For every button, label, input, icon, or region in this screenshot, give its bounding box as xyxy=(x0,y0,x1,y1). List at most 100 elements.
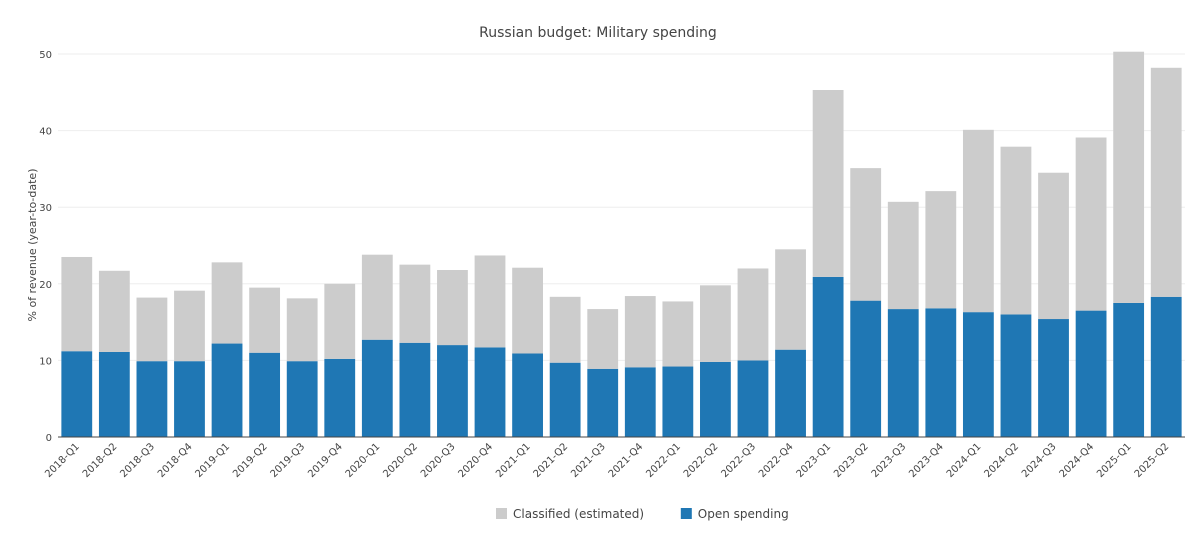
x-tick-label: 2022-Q1 xyxy=(644,441,683,480)
x-tick-label: 2023-Q3 xyxy=(870,441,909,480)
bar-open-spending-2020-Q4 xyxy=(474,347,506,437)
x-tick-label: 2023-Q1 xyxy=(795,441,834,480)
x-tick-label: 2021-Q4 xyxy=(607,441,646,480)
legend-swatch xyxy=(680,508,692,519)
x-tick-label: 2022-Q4 xyxy=(757,441,796,480)
bar-classified-estimated-2023-Q3 xyxy=(887,201,919,310)
bar-classified-estimated-2023-Q4 xyxy=(925,191,957,309)
x-tick-label: 2020-Q4 xyxy=(456,441,495,480)
x-tick-label: 2018-Q3 xyxy=(118,441,157,480)
bar-open-spending-2022-Q3 xyxy=(737,360,769,437)
bar-classified-estimated-2021-Q2 xyxy=(549,296,581,363)
bar-classified-estimated-2024-Q4 xyxy=(1075,137,1107,311)
bar-classified-estimated-2018-Q2 xyxy=(98,270,130,352)
x-tick-label: 2025-Q2 xyxy=(1133,441,1172,480)
bar-classified-estimated-2022-Q1 xyxy=(662,301,694,367)
bar-classified-estimated-2019-Q3 xyxy=(286,298,318,362)
bar-classified-estimated-2025-Q2 xyxy=(1150,67,1182,297)
bar-classified-estimated-2020-Q4 xyxy=(474,255,506,348)
bar-open-spending-2025-Q2 xyxy=(1150,296,1182,437)
bar-open-spending-2023-Q3 xyxy=(887,309,919,437)
bar-classified-estimated-2021-Q4 xyxy=(624,296,656,368)
x-tick-label: 2018-Q1 xyxy=(43,441,82,480)
bar-open-spending-2019-Q1 xyxy=(211,343,243,437)
bar-open-spending-2022-Q2 xyxy=(700,361,731,437)
bar-open-spending-2018-Q1 xyxy=(61,351,93,437)
bar-classified-estimated-2019-Q1 xyxy=(211,262,243,344)
x-tick-label: 2022-Q3 xyxy=(719,441,758,480)
x-tick-label: 2024-Q3 xyxy=(1020,441,1059,480)
bar-open-spending-2020-Q3 xyxy=(437,345,468,437)
bar-classified-estimated-2018-Q4 xyxy=(174,290,205,362)
x-tick-label: 2019-Q2 xyxy=(231,441,270,480)
x-tick-label: 2022-Q2 xyxy=(682,441,721,480)
x-tick-label: 2020-Q1 xyxy=(344,441,383,480)
x-tick-label: 2019-Q1 xyxy=(194,441,233,480)
y-tick-label: 0 xyxy=(46,433,52,444)
bar-open-spending-2018-Q4 xyxy=(174,361,205,437)
bar-open-spending-2022-Q1 xyxy=(662,366,694,437)
x-tick-label: 2021-Q2 xyxy=(532,441,571,480)
legend-label: Classified (estimated) xyxy=(513,507,644,521)
bar-classified-estimated-2019-Q2 xyxy=(249,287,281,353)
bar-classified-estimated-2024-Q2 xyxy=(1000,146,1032,315)
legend-label: Open spending xyxy=(698,507,789,521)
bar-open-spending-2025-Q1 xyxy=(1113,302,1145,437)
bar-open-spending-2024-Q1 xyxy=(962,312,994,437)
bar-open-spending-2018-Q3 xyxy=(136,361,168,437)
x-tick-label: 2023-Q2 xyxy=(832,441,871,480)
x-tick-label: 2024-Q4 xyxy=(1058,441,1097,480)
x-axis-ticks: 2018-Q12018-Q22018-Q32018-Q42019-Q12019-… xyxy=(43,441,1171,480)
bar-classified-estimated-2025-Q1 xyxy=(1113,51,1145,303)
bar-classified-estimated-2023-Q1 xyxy=(812,90,844,277)
x-tick-label: 2023-Q4 xyxy=(907,441,946,480)
bar-open-spending-2022-Q4 xyxy=(775,349,806,437)
legend-swatch xyxy=(496,508,507,519)
x-tick-label: 2018-Q4 xyxy=(156,441,195,480)
bar-classified-estimated-2020-Q1 xyxy=(361,254,393,340)
bar-open-spending-2020-Q1 xyxy=(361,339,393,437)
x-tick-label: 2024-Q2 xyxy=(982,441,1021,480)
bar-classified-estimated-2022-Q2 xyxy=(700,285,731,362)
bar-open-spending-2024-Q4 xyxy=(1075,310,1107,437)
grid-lines xyxy=(58,53,1185,361)
x-tick-label: 2024-Q1 xyxy=(945,441,984,480)
bar-open-spending-2024-Q3 xyxy=(1038,319,1069,437)
y-axis-label: % of revenue (year-to-date) xyxy=(26,169,39,322)
bar-classified-estimated-2018-Q1 xyxy=(61,256,93,352)
bar-open-spending-2023-Q2 xyxy=(850,300,882,437)
bar-open-spending-2021-Q4 xyxy=(624,367,656,437)
y-tick-label: 30 xyxy=(39,203,52,214)
bar-open-spending-2018-Q2 xyxy=(98,351,130,437)
x-tick-label: 2021-Q1 xyxy=(494,441,533,480)
y-tick-label: 10 xyxy=(39,356,52,367)
bar-classified-estimated-2020-Q3 xyxy=(437,270,468,346)
bar-classified-estimated-2021-Q1 xyxy=(512,267,543,354)
y-tick-label: 20 xyxy=(39,280,52,291)
bar-classified-estimated-2022-Q4 xyxy=(775,249,806,350)
x-tick-label: 2025-Q1 xyxy=(1095,441,1134,480)
x-tick-label: 2020-Q3 xyxy=(419,441,458,480)
bar-classified-estimated-2024-Q1 xyxy=(962,129,994,313)
bar-open-spending-2024-Q2 xyxy=(1000,314,1032,437)
bar-open-spending-2019-Q2 xyxy=(249,352,281,437)
x-tick-label: 2020-Q2 xyxy=(381,441,420,480)
y-tick-label: 40 xyxy=(39,127,52,138)
bar-open-spending-2021-Q1 xyxy=(512,353,543,437)
bar-open-spending-2023-Q1 xyxy=(812,276,844,437)
bar-open-spending-2019-Q3 xyxy=(286,361,318,437)
x-tick-label: 2018-Q2 xyxy=(81,441,120,480)
x-tick-label: 2021-Q3 xyxy=(569,441,608,480)
x-tick-label: 2019-Q3 xyxy=(269,441,308,480)
bar-open-spending-2021-Q3 xyxy=(587,368,619,437)
bar-classified-estimated-2018-Q3 xyxy=(136,297,168,362)
y-tick-label: 50 xyxy=(39,50,52,61)
chart-title: Russian budget: Military spending xyxy=(479,25,717,41)
bar-open-spending-2021-Q2 xyxy=(549,362,581,437)
bar-classified-estimated-2021-Q3 xyxy=(587,309,619,369)
y-axis-ticks: 0 10 20 30 40 50 xyxy=(39,50,52,444)
bars xyxy=(61,51,1182,437)
legend: Classified (estimated) Open spending xyxy=(496,507,789,521)
x-tick-label: 2019-Q4 xyxy=(306,441,345,480)
